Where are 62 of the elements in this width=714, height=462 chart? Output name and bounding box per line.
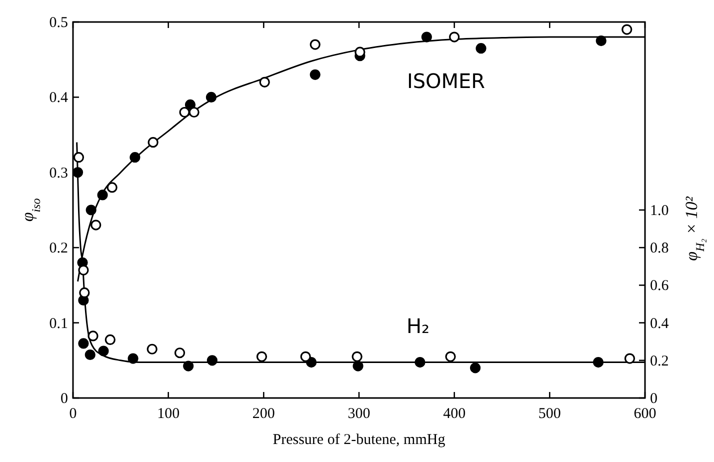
y-tick-label: 0.1 bbox=[49, 316, 68, 332]
point bbox=[414, 356, 426, 368]
point bbox=[421, 32, 432, 42]
point bbox=[148, 137, 158, 148]
point bbox=[256, 351, 268, 362]
point bbox=[78, 264, 89, 276]
annotation: H₂ bbox=[406, 314, 430, 338]
y2-tick-label: 0.8 bbox=[650, 240, 669, 257]
point bbox=[470, 362, 481, 374]
point bbox=[106, 182, 118, 193]
point bbox=[449, 32, 460, 42]
x-tick-label: 500 bbox=[538, 406, 561, 422]
point bbox=[146, 344, 158, 354]
x-tick-label: 600 bbox=[634, 406, 656, 422]
point bbox=[300, 351, 311, 362]
point bbox=[72, 167, 84, 178]
point bbox=[310, 69, 320, 80]
point bbox=[596, 36, 606, 46]
point bbox=[179, 106, 190, 118]
y2-tick-label: 1.0 bbox=[650, 203, 669, 219]
point bbox=[592, 356, 604, 368]
point bbox=[445, 351, 456, 362]
y-tick-label: 0.5 bbox=[49, 15, 68, 31]
y-tick-label: 0.4 bbox=[49, 90, 68, 106]
y2-tick-label: 0.6 bbox=[650, 278, 670, 294]
point bbox=[622, 24, 632, 35]
point bbox=[206, 355, 218, 366]
point bbox=[79, 287, 90, 298]
point bbox=[206, 92, 217, 102]
point bbox=[98, 346, 109, 356]
point bbox=[104, 334, 116, 346]
point bbox=[90, 220, 102, 230]
point bbox=[130, 152, 140, 163]
point bbox=[174, 348, 186, 358]
x-tick-label: 200 bbox=[252, 406, 275, 422]
point bbox=[183, 360, 194, 372]
y2-tick-label: 0.2 bbox=[650, 353, 669, 370]
point bbox=[352, 360, 364, 372]
point bbox=[88, 330, 98, 342]
point bbox=[188, 106, 200, 118]
point bbox=[259, 76, 270, 88]
point bbox=[310, 39, 320, 50]
point bbox=[128, 353, 138, 364]
y-tick-label: 0.2 bbox=[49, 240, 68, 257]
x-tick-label: 400 bbox=[443, 406, 466, 422]
point bbox=[84, 349, 96, 360]
point bbox=[97, 190, 108, 200]
y-tick-label: 0 bbox=[60, 391, 68, 407]
y2-tick-label: 0.4 bbox=[650, 316, 670, 332]
y2-tick-label: 0 bbox=[650, 391, 658, 407]
point bbox=[78, 338, 89, 349]
point bbox=[354, 46, 366, 58]
point bbox=[86, 204, 96, 216]
point bbox=[352, 351, 362, 362]
x-axis-title: Pressure of 2-butene, mmHg bbox=[272, 432, 446, 448]
point bbox=[476, 43, 486, 54]
x-tick-label: 100 bbox=[157, 406, 180, 422]
x-tick-label: 300 bbox=[348, 406, 370, 422]
point bbox=[73, 152, 84, 163]
y-tick-label: 0.3 bbox=[49, 165, 68, 182]
annotation: ISOMER bbox=[406, 69, 486, 93]
point bbox=[624, 353, 636, 364]
